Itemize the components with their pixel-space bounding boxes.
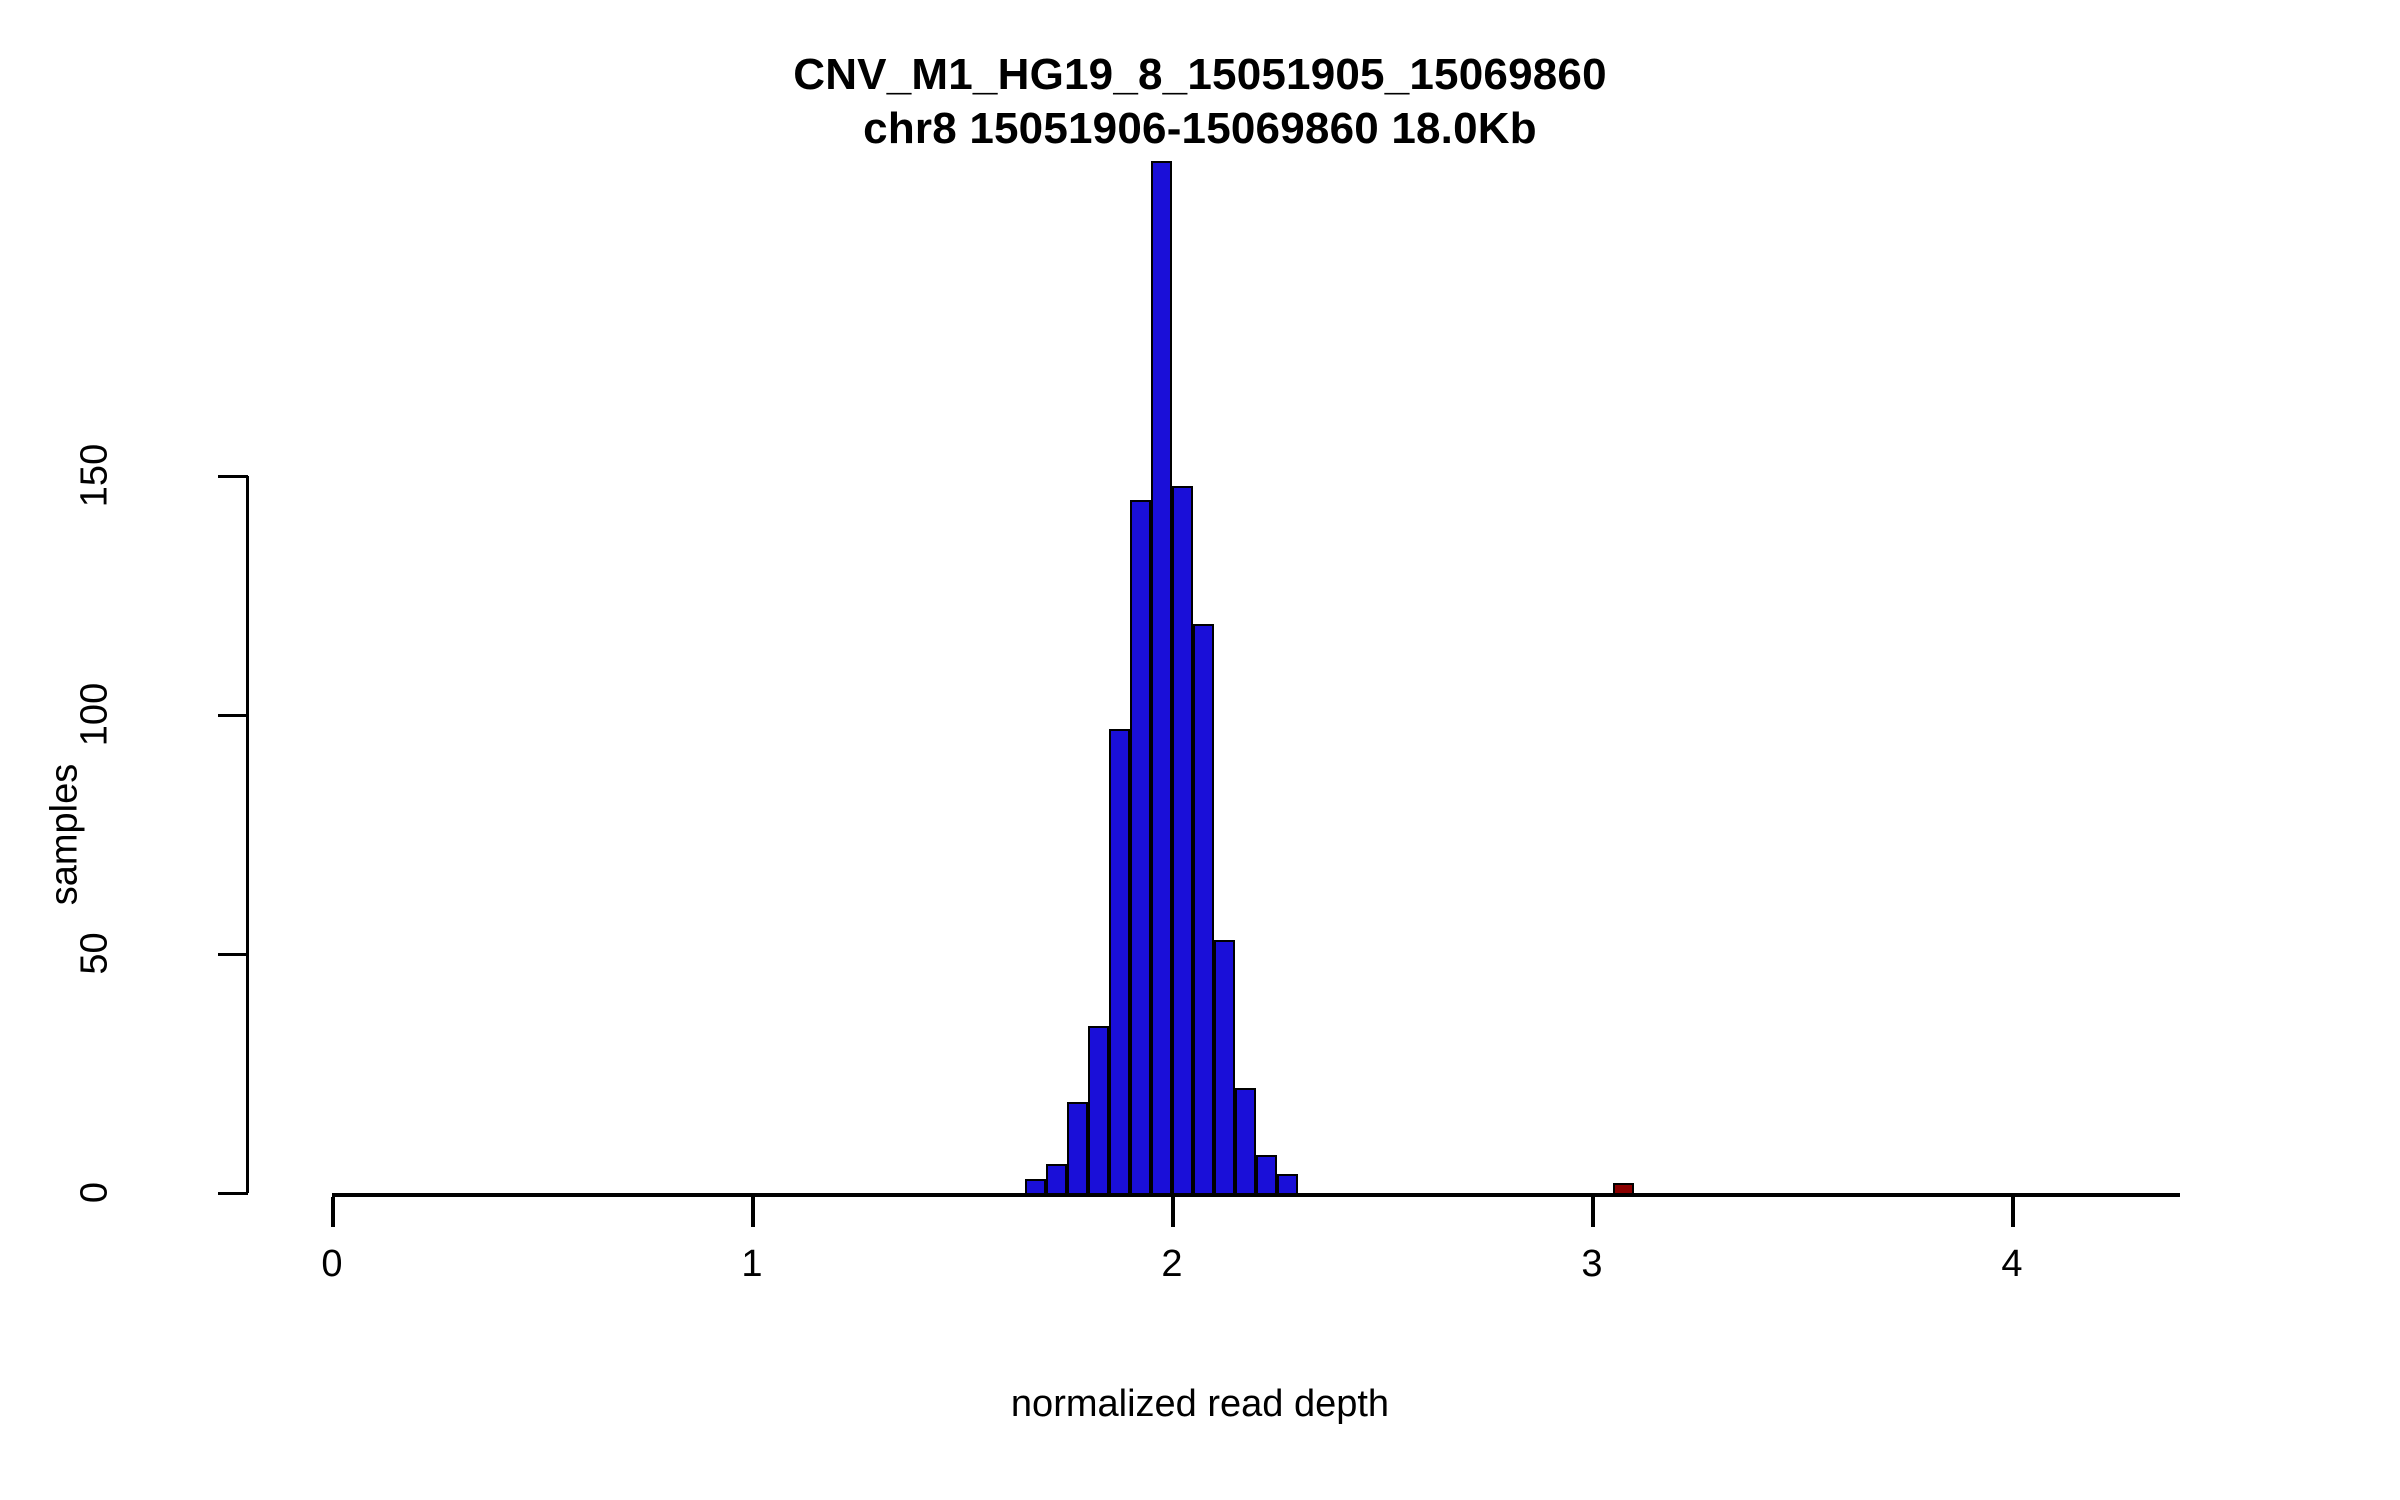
title-line-1: CNV_M1_HG19_8_15051905_15069860: [793, 50, 1607, 99]
histogram-bar: [1046, 1164, 1067, 1195]
histogram-bar: [1277, 1173, 1298, 1195]
x-axis-title: normalized read depth: [1010, 1383, 1390, 1425]
x-axis-line: [332, 1193, 2180, 1197]
histogram-bar: [1067, 1102, 1088, 1195]
x-tick-mark: [331, 1197, 335, 1227]
histogram-bar: [1613, 1183, 1634, 1195]
histogram-bar: [1109, 729, 1130, 1195]
x-tick-label: 3: [1581, 1243, 1603, 1285]
y-tick-mark: [218, 714, 248, 717]
histogram-bar: [1172, 485, 1193, 1195]
x-tick-label: 2: [1161, 1243, 1183, 1285]
x-tick-label: 1: [741, 1243, 763, 1285]
histogram-bar: [1235, 1087, 1256, 1195]
y-axis-title: samples: [43, 763, 86, 905]
x-tick-mark: [1171, 1197, 1175, 1227]
x-tick-mark: [751, 1197, 755, 1227]
y-tick-mark: [218, 475, 248, 478]
y-axis-line: [246, 476, 249, 1193]
histogram-bar: [1088, 1025, 1109, 1195]
histogram-bar: [1214, 939, 1235, 1195]
x-tick-mark: [2011, 1197, 2015, 1227]
histogram-bar: [1193, 624, 1214, 1195]
histogram-bar: [1256, 1154, 1277, 1195]
y-tick-mark: [218, 953, 248, 956]
histogram-bar: [1130, 499, 1151, 1195]
y-tick-label: 150: [73, 443, 116, 508]
y-tick-label: 0: [73, 1181, 116, 1204]
page-title: CNV_M1_HG19_8_15051905_15069860 chr8 150…: [0, 48, 2400, 155]
x-tick-label: 4: [2001, 1243, 2023, 1285]
histogram-bar: [1025, 1178, 1046, 1195]
y-tick-mark: [218, 1192, 248, 1195]
histogram-bar: [1151, 160, 1172, 1195]
x-tick-mark: [1591, 1197, 1595, 1227]
x-tick-label: 0: [321, 1243, 343, 1285]
title-line-2: chr8 15051906-15069860 18.0Kb: [863, 103, 1537, 153]
